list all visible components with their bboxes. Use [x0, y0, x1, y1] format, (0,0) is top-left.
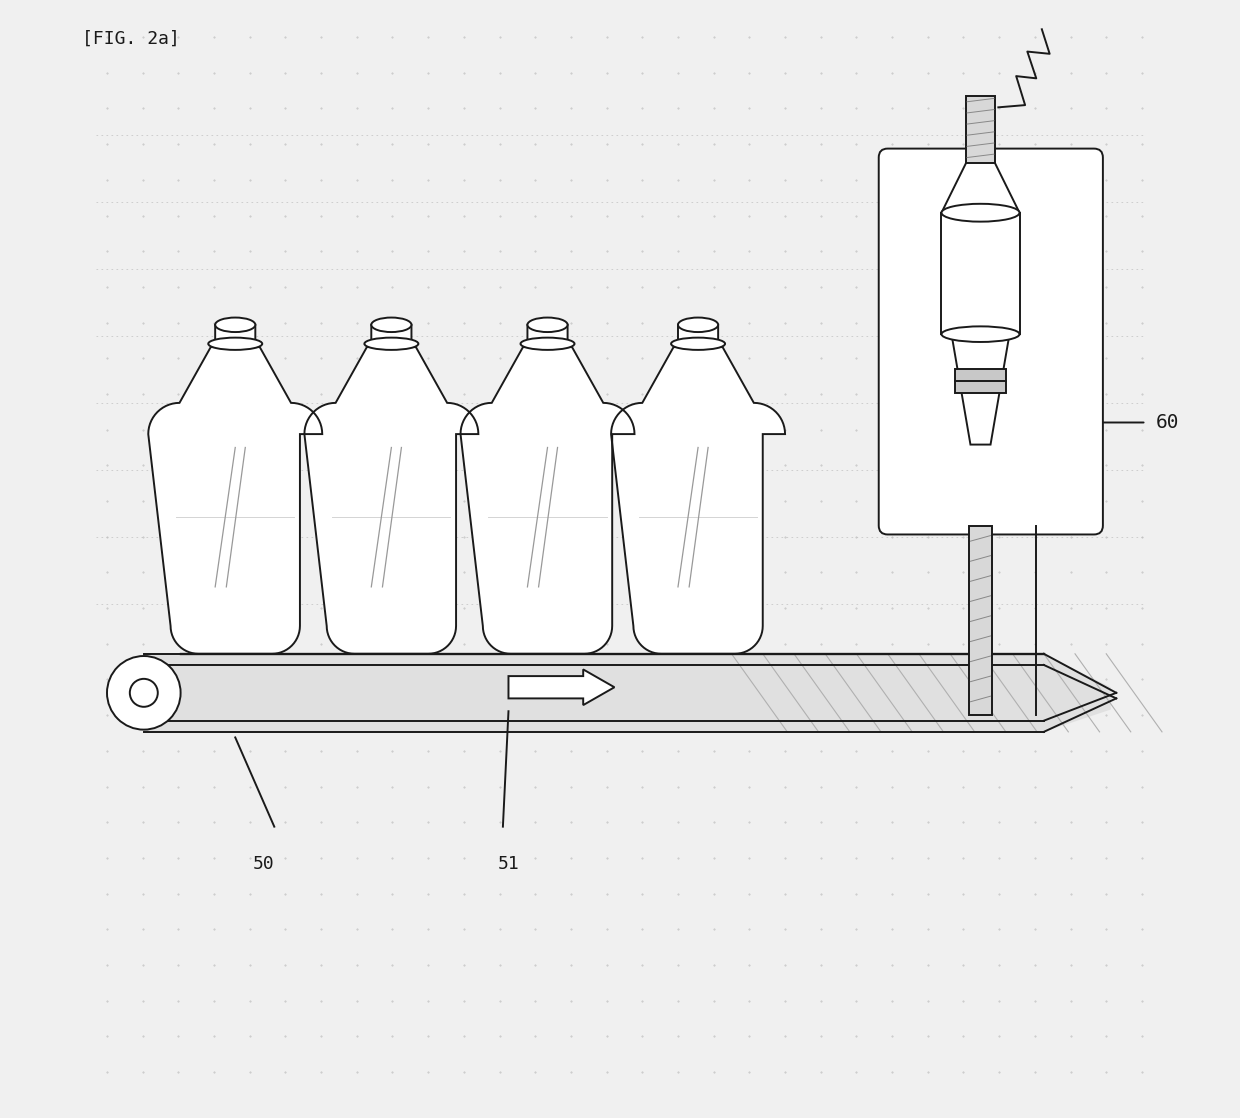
Polygon shape	[951, 334, 1009, 445]
Polygon shape	[460, 325, 635, 654]
Polygon shape	[304, 325, 479, 654]
Polygon shape	[970, 525, 992, 716]
Polygon shape	[144, 654, 1111, 732]
Ellipse shape	[941, 326, 1019, 342]
Circle shape	[130, 679, 157, 707]
Polygon shape	[149, 325, 322, 654]
Text: 50: 50	[252, 854, 274, 872]
Ellipse shape	[365, 338, 418, 350]
Polygon shape	[941, 212, 1019, 334]
Ellipse shape	[521, 338, 574, 350]
Polygon shape	[966, 96, 994, 163]
Ellipse shape	[208, 338, 262, 350]
Ellipse shape	[216, 318, 255, 332]
FancyArrow shape	[508, 670, 615, 705]
Polygon shape	[955, 369, 1006, 394]
Ellipse shape	[671, 338, 725, 350]
Ellipse shape	[527, 318, 568, 332]
FancyBboxPatch shape	[879, 149, 1102, 534]
Ellipse shape	[941, 203, 1019, 221]
Circle shape	[107, 656, 181, 730]
Ellipse shape	[371, 318, 412, 332]
Ellipse shape	[678, 318, 718, 332]
Polygon shape	[611, 325, 785, 654]
Text: 51: 51	[497, 854, 520, 872]
Text: 60: 60	[1156, 413, 1179, 432]
Text: [FIG. 2a]: [FIG. 2a]	[83, 29, 180, 47]
